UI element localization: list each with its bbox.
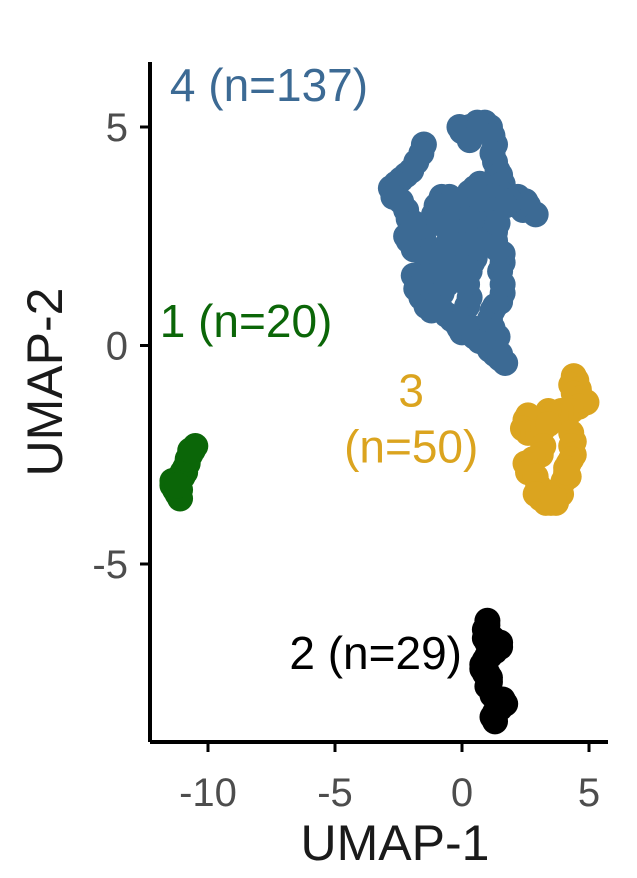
y-tick-label: 0 — [106, 325, 128, 369]
cluster-4-point — [449, 253, 475, 280]
cluster-3-point — [540, 485, 567, 512]
cluster-4-points — [377, 109, 549, 376]
cluster-labels-layer: 1 (n=20) 2 (n=29) 3(n=50) 4 (n=137) — [160, 59, 479, 679]
cluster-3-points — [509, 363, 600, 516]
cluster-2-label: 2 (n=29) — [289, 627, 462, 679]
cluster-4-point — [456, 127, 483, 154]
cluster-2-point — [482, 708, 509, 735]
cluster-3-point — [553, 459, 580, 486]
x-tick-label: 5 — [578, 771, 600, 815]
cluster-4-point — [484, 210, 511, 237]
cluster-1-label: 1 (n=20) — [160, 295, 333, 347]
cluster-3-label: (n=50) — [344, 421, 478, 473]
points-layer — [159, 109, 600, 735]
cluster-4-point — [443, 310, 470, 337]
cluster-1-point — [177, 437, 204, 464]
y-tick-label: 5 — [106, 106, 128, 150]
cluster-1-points — [159, 433, 209, 512]
y-axis-title: UMAP-2 — [17, 288, 73, 477]
cluster-1-point — [164, 472, 191, 499]
x-tick-label: 0 — [451, 771, 473, 815]
x-axis-title: UMAP-1 — [301, 815, 490, 871]
y-tick-label: -5 — [92, 543, 128, 587]
cluster-3-label: 3 — [398, 365, 424, 417]
y-axis-ticks: -5 0 5 — [92, 106, 150, 587]
x-axis-ticks: -10 -5 0 5 — [179, 742, 600, 815]
cluster-2-points — [469, 607, 519, 735]
x-tick-label: -5 — [317, 771, 353, 815]
cluster-4-label: 4 (n=137) — [170, 59, 368, 111]
x-tick-label: -10 — [179, 771, 237, 815]
cluster-4-point — [393, 223, 420, 250]
cluster-3-point — [535, 411, 562, 438]
